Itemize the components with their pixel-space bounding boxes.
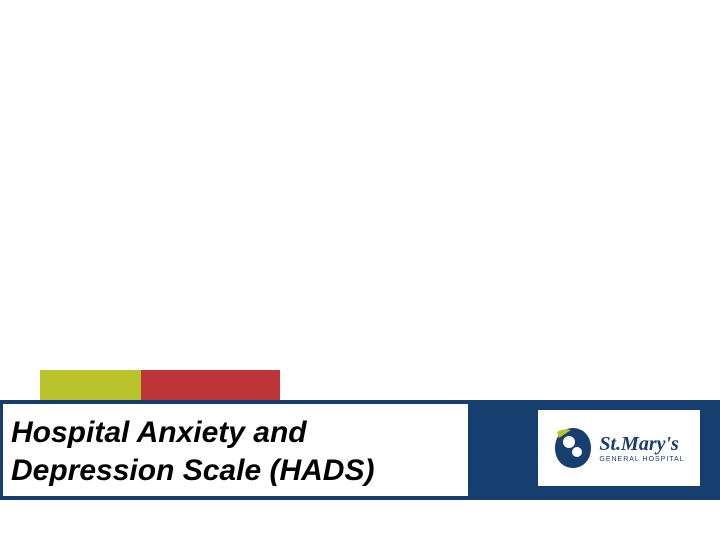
- logo-mark-icon: [553, 426, 593, 470]
- accent-red-segment: [141, 370, 280, 400]
- logo-card: St.Mary's GENERAL HOSPITAL: [538, 410, 700, 486]
- accent-bar: [40, 370, 280, 400]
- accent-green-segment: [40, 370, 141, 400]
- slide: Hospital Anxiety and Depression Scale (H…: [0, 0, 720, 540]
- logo-subtitle: GENERAL HOSPITAL: [599, 456, 684, 463]
- title-card: Hospital Anxiety and Depression Scale (H…: [3, 404, 468, 496]
- slide-title: Hospital Anxiety and Depression Scale (H…: [11, 414, 460, 489]
- logo-text: St.Mary's GENERAL HOSPITAL: [599, 434, 684, 463]
- logo-name: St.Mary's: [599, 434, 684, 454]
